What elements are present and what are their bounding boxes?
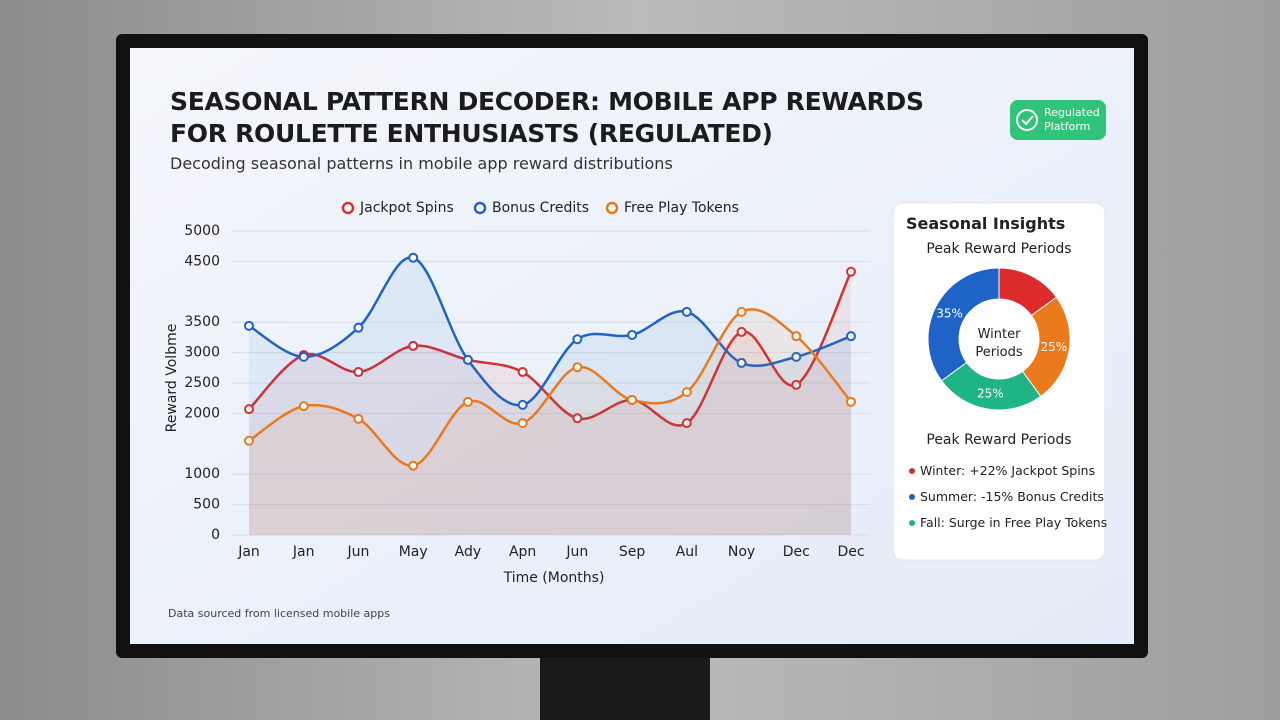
legend-label: Free Play Tokens: [624, 200, 739, 216]
series-area: [249, 309, 851, 535]
insight-bullet: Fall: Surge in Free Play Tokens: [920, 515, 1108, 530]
x-tick-label: Ady: [455, 544, 482, 560]
y-tick-label: 0: [211, 527, 220, 543]
data-point: [791, 379, 802, 390]
legend-marker: [341, 201, 355, 215]
data-point: [408, 340, 419, 351]
y-tick-label: 5000: [184, 223, 220, 239]
legend-marker: [473, 201, 487, 215]
x-axis-label: Time (Months): [503, 570, 605, 586]
data-point: [791, 351, 802, 362]
data-point: [408, 460, 419, 471]
badge-text: Regulated Platform: [1044, 106, 1100, 133]
data-point: [462, 354, 473, 365]
y-tick-label: 4500: [184, 253, 220, 269]
data-point: [244, 404, 254, 415]
x-tick-label: Jun: [565, 544, 588, 560]
data-point: [736, 357, 747, 368]
data-point: [298, 401, 309, 412]
data-point: [846, 331, 856, 342]
data-point: [681, 306, 692, 317]
data-point: [517, 418, 528, 429]
data-point: [517, 367, 528, 378]
subtitle: Decoding seasonal patterns in mobile app…: [170, 154, 673, 173]
data-point: [353, 322, 364, 333]
badge-icon: [1016, 109, 1038, 131]
y-tick-label: 2500: [184, 375, 220, 391]
slice-label: 35%: [936, 306, 963, 320]
insight-bullet: Summer: -15% Bonus Credits: [920, 489, 1104, 504]
bullet-dot: [909, 468, 915, 474]
x-tick-label: Noy: [728, 544, 755, 560]
x-tick-label: Apn: [509, 544, 536, 560]
x-tick-label: Dec: [783, 544, 810, 560]
data-point: [353, 413, 364, 424]
legend-marker: [605, 201, 619, 215]
bullet-dot: [909, 520, 915, 526]
data-point: [627, 329, 638, 340]
x-tick-label: Jan: [237, 544, 260, 560]
legend-label: Bonus Credits: [492, 200, 589, 216]
footer: Data sourced from licensed mobile apps: [168, 607, 390, 620]
data-point: [244, 320, 254, 331]
data-point: [572, 362, 583, 373]
y-tick-label: 1000: [184, 466, 220, 482]
x-tick-label: Jan: [292, 544, 315, 560]
data-point: [736, 306, 747, 317]
insight-bullet: Winter: +22% Jackpot Spins: [920, 463, 1096, 478]
donut-center: Winter Periods: [975, 327, 1023, 360]
data-point: [244, 435, 254, 446]
data-point: [462, 396, 473, 407]
x-tick-label: Jun: [347, 544, 370, 560]
data-point: [846, 266, 856, 277]
y-tick-label: 3500: [184, 314, 220, 330]
y-tick-label: 2000: [184, 405, 220, 421]
data-point: [681, 387, 692, 398]
insights-title: Seasonal Insights: [906, 214, 1066, 233]
donut-title: Peak Reward Periods: [926, 241, 1072, 257]
slice-label: 25%: [977, 386, 1004, 400]
data-point: [791, 331, 802, 342]
slice-label: 25%: [1040, 340, 1067, 354]
bullet-dot: [909, 494, 915, 500]
data-point: [846, 396, 856, 407]
y-tick-label: 500: [193, 497, 220, 513]
title: SEASONAL PATTERN DECODER: MOBILE APP REW…: [170, 87, 924, 148]
series-area: [249, 271, 851, 535]
badge-bg: [1010, 100, 1106, 140]
data-point: [736, 326, 747, 337]
y-tick-label: 3000: [184, 345, 220, 361]
monitor-stand: [540, 650, 710, 720]
x-tick-label: Dec: [837, 544, 864, 560]
x-tick-label: May: [399, 544, 428, 560]
legend-label: Jackpot Spins: [359, 200, 454, 216]
data-point: [298, 351, 309, 362]
x-tick-label: Aul: [676, 544, 698, 560]
y-axis-label: Reward Volbme: [164, 324, 180, 433]
donut-slice: [927, 267, 1000, 382]
x-tick-label: Sep: [619, 544, 646, 560]
data-point: [627, 395, 638, 406]
data-point: [353, 367, 364, 378]
insights-subtitle: Peak Reward Periods: [926, 432, 1072, 448]
data-point: [572, 413, 583, 424]
data-point: [408, 252, 419, 263]
data-point: [681, 418, 692, 429]
data-point: [572, 334, 583, 345]
badge-check: [1021, 115, 1034, 126]
data-point: [517, 399, 528, 410]
